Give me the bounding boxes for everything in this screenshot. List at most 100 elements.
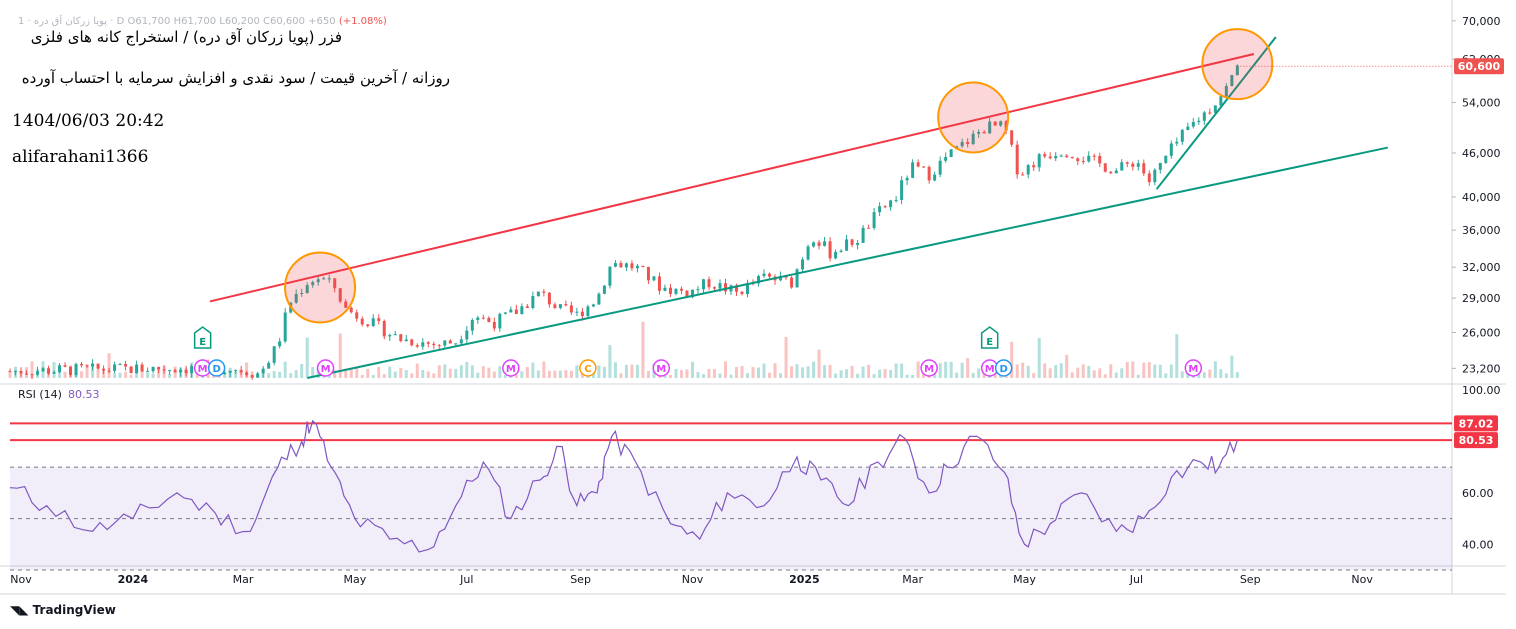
candle-body <box>790 277 794 288</box>
candle-body <box>679 288 683 291</box>
volume-bar <box>834 373 838 378</box>
volume-bar <box>916 361 920 378</box>
time-tick-label: Jul <box>459 573 473 586</box>
candle-body <box>1114 170 1118 174</box>
volume-bar <box>867 364 871 378</box>
candle-body <box>272 346 276 363</box>
candle-body <box>740 291 744 295</box>
candle-body <box>630 263 634 269</box>
volume-bar <box>410 373 414 378</box>
candle-body <box>91 363 95 367</box>
earnings-marker-label: E <box>986 337 993 348</box>
volume-bar <box>377 367 381 378</box>
volume-bar <box>646 371 650 378</box>
volume-bar <box>613 362 617 378</box>
candle-body <box>1070 157 1074 159</box>
volume-bar <box>845 369 849 378</box>
candle-body <box>839 250 843 252</box>
candle-body <box>338 288 342 302</box>
candle-body <box>575 311 579 313</box>
candle-body <box>960 142 964 147</box>
candle-body <box>949 149 953 158</box>
price-tick-label: 36,000 <box>1462 224 1501 237</box>
volume-bar <box>701 374 705 378</box>
candle-body <box>102 368 106 371</box>
price-tick-label: 70,000 <box>1462 15 1501 28</box>
volume-bar <box>542 361 546 378</box>
volume-bar <box>85 364 89 378</box>
volume-bar <box>641 321 645 378</box>
candle-body <box>107 370 111 372</box>
volume-bar <box>487 367 491 378</box>
candle-body <box>872 212 876 228</box>
candle-body <box>982 131 986 134</box>
volume-bar <box>1026 365 1030 378</box>
candle-body <box>674 288 678 294</box>
candle-body <box>1010 130 1014 145</box>
candle-body <box>124 364 128 367</box>
candle-body <box>426 342 430 344</box>
volume-bar <box>1213 361 1217 378</box>
volume-bar <box>740 366 744 378</box>
candle-body <box>393 334 397 336</box>
chart-datetime: 1404/06/03 20:42 <box>12 111 165 131</box>
volume-bar <box>278 371 282 378</box>
event-marker-label: M <box>985 364 995 375</box>
candle-body <box>85 365 89 367</box>
candle-body <box>696 289 700 291</box>
candle-body <box>8 371 12 373</box>
volume-bar <box>432 373 436 378</box>
candle-body <box>685 290 689 298</box>
candle-body <box>597 293 601 305</box>
candle-body <box>371 318 375 327</box>
volume-bar <box>1230 355 1234 378</box>
chart-author: alifarahani1366 <box>12 147 149 167</box>
volume-bar <box>1235 372 1239 378</box>
tradingview-logo[interactable]: ◥◣ TradingView <box>10 603 116 617</box>
volume-bar <box>1054 365 1058 378</box>
volume-bar <box>856 373 860 378</box>
rsi-tick-label: 60.00 <box>1462 487 1494 500</box>
last-price-label: 60,600 <box>1458 60 1501 73</box>
candle-body <box>916 162 920 167</box>
candle-body <box>443 340 447 346</box>
candle-body <box>624 263 628 268</box>
volume-bar <box>966 358 970 378</box>
volume-bar <box>289 373 293 378</box>
candle-body <box>905 177 909 181</box>
candle-body <box>322 278 326 280</box>
rsi-value: 80.53 <box>67 388 100 401</box>
volume-bar <box>1021 362 1025 378</box>
candle-body <box>1142 163 1146 174</box>
candle-body <box>707 279 711 288</box>
volume-bar <box>465 361 469 378</box>
candle-body <box>63 365 67 367</box>
volume-bar <box>894 363 898 378</box>
volume-bar <box>905 374 909 378</box>
candle-body <box>1136 163 1140 167</box>
volume-bar <box>344 368 348 378</box>
candle-body <box>823 241 827 246</box>
candle-body <box>1208 112 1212 114</box>
candle-body <box>432 343 436 346</box>
candle-body <box>118 364 122 366</box>
candle-body <box>69 366 73 376</box>
candle-body <box>746 283 750 295</box>
volume-bar <box>503 374 507 378</box>
volume-bar <box>393 371 397 378</box>
candle-body <box>663 287 667 291</box>
volume-bar <box>729 374 733 378</box>
candle-body <box>591 304 595 307</box>
volume-bar <box>1043 363 1047 378</box>
candle-body <box>448 340 452 344</box>
volume-bar <box>514 374 518 378</box>
candle-body <box>465 330 469 340</box>
candle-body <box>602 285 606 294</box>
candle-body <box>184 369 188 374</box>
candle-body <box>1202 112 1206 121</box>
volume-bar <box>470 365 474 378</box>
volume-bar <box>1081 364 1085 378</box>
candle-body <box>608 266 612 286</box>
rsi-level-badge <box>1454 415 1498 432</box>
